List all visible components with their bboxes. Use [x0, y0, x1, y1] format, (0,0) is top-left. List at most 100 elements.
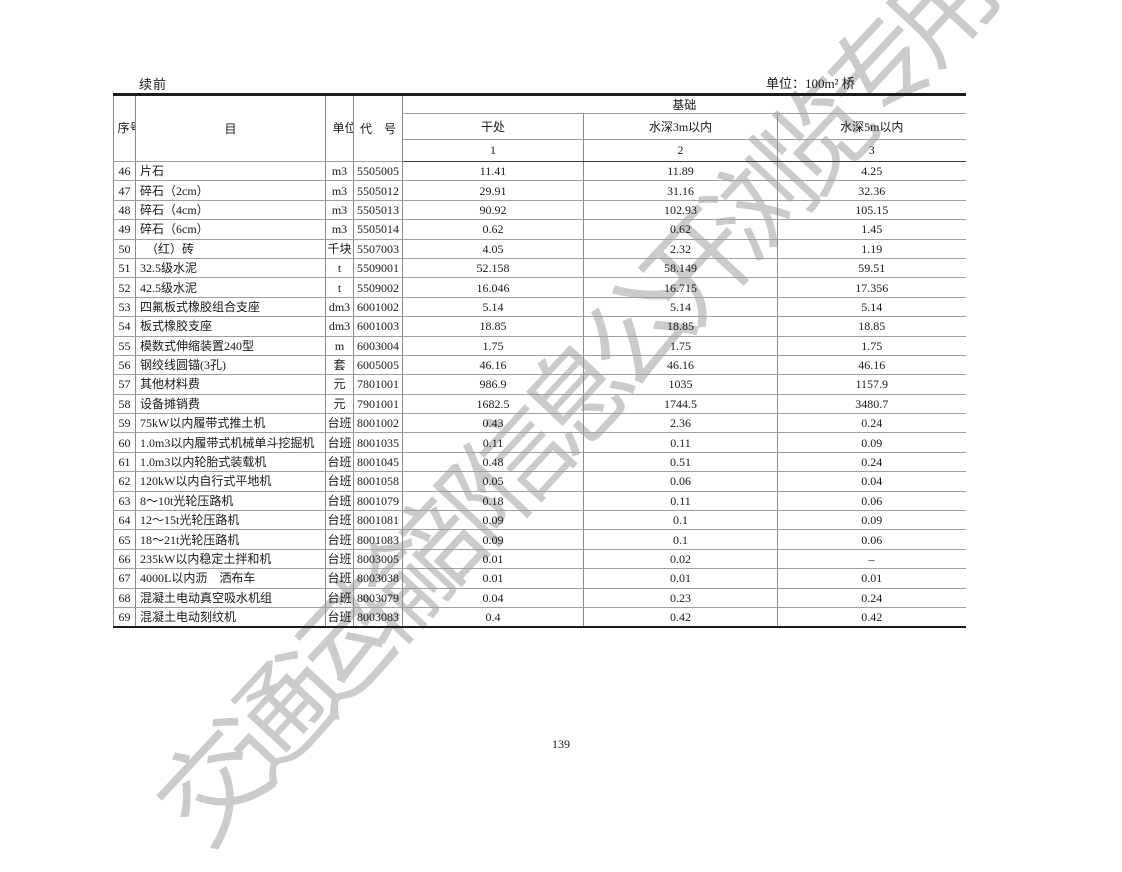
table-row: 54 板式橡胶支座 dm3 6001003 18.85 18.85 18.85: [113, 316, 966, 337]
cell-code: 6001003: [353, 316, 403, 337]
cell-no: 64: [113, 510, 136, 531]
cell-w5: 0.09: [777, 510, 966, 531]
header-item: 目: [135, 94, 326, 162]
cell-item: 12～15t光轮压路机: [135, 510, 326, 531]
cell-dry: 0.11: [402, 432, 584, 453]
cell-dry: 1682.5: [402, 394, 584, 415]
header-col-dry: 干处: [402, 113, 584, 140]
cell-code: 5509001: [353, 258, 403, 279]
cell-dry: 0.48: [402, 452, 584, 473]
cell-dry: 0.4: [402, 607, 584, 628]
cell-unit: 元: [325, 374, 354, 395]
cell-code: 8003005: [353, 549, 403, 570]
cell-code: 8001083: [353, 529, 403, 550]
cell-item: 42.5级水泥: [135, 277, 326, 298]
cell-w3: 18.85: [583, 316, 778, 337]
cell-w5: 5.14: [777, 297, 966, 318]
cell-item: 碎石（2cm）: [135, 180, 326, 201]
header-num-2: 2: [583, 139, 778, 162]
cell-dry: 0.09: [402, 510, 584, 531]
cell-unit: 台班: [325, 529, 354, 550]
table-row: 68 混凝土电动真空吸水机组 台班 8003079 0.04 0.23 0.24: [113, 588, 966, 608]
cell-w3: 31.16: [583, 180, 778, 201]
table-row: 53 四氟板式橡胶组合支座 dm3 6001002 5.14 5.14 5.14: [113, 297, 966, 318]
cell-code: 8001079: [353, 491, 403, 512]
cell-dry: 0.62: [402, 219, 584, 240]
cell-code: 8003038: [353, 568, 403, 589]
cell-item: 片石: [135, 161, 326, 182]
cell-item: 32.5级水泥: [135, 258, 326, 279]
cell-unit: 台班: [325, 491, 354, 512]
cell-dry: 4.05: [402, 239, 584, 259]
cell-item: （红）砖: [135, 239, 326, 259]
cell-no: 61: [113, 452, 136, 473]
cell-w5: 1.19: [777, 239, 966, 259]
cell-dry: 0.05: [402, 471, 584, 492]
header-unit-text: 单位: [332, 121, 353, 135]
cell-unit: 台班: [325, 607, 354, 628]
cell-code: 8001058: [353, 471, 403, 492]
cell-code: 5505014: [353, 219, 403, 240]
cell-unit: 台班: [325, 471, 354, 492]
cell-no: 48: [113, 200, 136, 221]
cell-dry: 46.16: [402, 355, 584, 376]
cell-unit: 台班: [325, 452, 354, 473]
cell-no: 63: [113, 491, 136, 512]
cell-code: 5505005: [353, 161, 403, 182]
cell-unit: 台班: [325, 588, 354, 608]
cell-code: 8001035: [353, 432, 403, 453]
table-row: 57 其他材料费元 7801001 986.9 1035 1157.9: [113, 374, 966, 395]
cell-no: 65: [113, 529, 136, 550]
cell-w5: 1.45: [777, 219, 966, 240]
cell-no: 53: [113, 297, 136, 318]
table-row: 65 18～21t光轮压路机 台班 8001083 0.09 0.1 0.06: [113, 529, 966, 550]
cell-unit: t: [325, 277, 354, 298]
header-code: 代 号: [353, 94, 403, 162]
cell-dry: 0.01: [402, 568, 584, 589]
table-header: 序号 目 单位 代 号 基础 干处 水深3m以内 水深5m以内 1 2 3: [113, 94, 966, 162]
header-seq-text: 序号: [117, 121, 135, 135]
cell-no: 62: [113, 471, 136, 492]
cell-no: 49: [113, 219, 136, 240]
table-row: 50 （红）砖 千块 5507003 4.05 2.32 1.19: [113, 239, 966, 259]
cell-w3: 0.11: [583, 491, 778, 512]
cell-w3: 1035: [583, 374, 778, 395]
cell-unit: m: [325, 336, 354, 356]
cell-unit: m3: [325, 219, 354, 240]
cell-no: 56: [113, 355, 136, 376]
table-row: 58 设备摊销费元 7901001 1682.5 1744.5 3480.7: [113, 394, 966, 415]
header-seq: 序号: [113, 94, 136, 162]
header-num-1: 1: [402, 139, 584, 162]
cell-w3: 2.36: [583, 413, 778, 434]
table-row: 56 钢绞线圆锚(3孔) 套 6005005 46.16 46.16 46.16: [113, 355, 966, 376]
cell-w5: 3480.7: [777, 394, 966, 415]
table-body: 46 片石 m3 5505005 11.41 11.89 4.25 47 碎石（2cm） m3 55…: [113, 161, 966, 628]
cell-code: 8001081: [353, 510, 403, 531]
cell-w3: 5.14: [583, 297, 778, 318]
cell-w5: 1157.9: [777, 374, 966, 395]
cell-w3: 46.16: [583, 355, 778, 376]
table-row: 46 片石 m3 5505005 11.41 11.89 4.25: [113, 161, 966, 182]
cell-code: 8001045: [353, 452, 403, 473]
cell-no: 59: [113, 413, 136, 434]
cell-w3: 0.06: [583, 471, 778, 492]
table-row: 64 12～15t光轮压路机 台班 8001081 0.09 0.1 0.09: [113, 510, 966, 531]
cell-no: 57: [113, 374, 136, 395]
table-row: 47 碎石（2cm） m3 5505012 29.91 31.16 32.36: [113, 180, 966, 201]
cell-item: 四氟板式橡胶组合支座: [135, 297, 326, 318]
cell-w3: 102.93: [583, 200, 778, 221]
unit-label: 单位：100m² 桥: [766, 76, 855, 91]
cell-unit: 台班: [325, 510, 354, 531]
cell-code: 5505013: [353, 200, 403, 221]
cell-w5: 0.24: [777, 413, 966, 434]
table-row: 51 32.5级水泥 t 5509001 52.158 58.149 59.51: [113, 258, 966, 279]
cell-w3: 0.51: [583, 452, 778, 473]
cell-unit: 台班: [325, 413, 354, 434]
table-row: 49 碎石（6cm） m3 5505014 0.62 0.62 1.45: [113, 219, 966, 240]
page-number: 139: [552, 737, 570, 751]
cell-dry: 11.41: [402, 161, 584, 182]
cell-w3: 0.01: [583, 568, 778, 589]
header-row-labels: 干处 水深3m以内 水深5m以内: [114, 113, 966, 140]
cell-w3: 0.11: [583, 432, 778, 453]
table-row: 60 1.0m3以内履带式机械单斗挖掘机 台班 8001035 0.11 0.11 0.09: [113, 432, 966, 453]
